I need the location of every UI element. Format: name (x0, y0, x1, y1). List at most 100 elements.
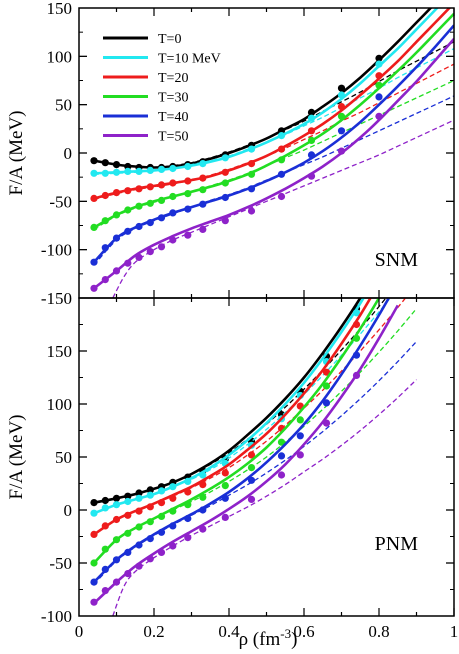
pnm-point-t-50 (157, 548, 166, 557)
pnm-point-t-50 (169, 542, 177, 550)
pnm-point-t-40 (169, 522, 177, 530)
pnm-point-t-50 (184, 534, 192, 542)
pnm-point-t-0 (112, 494, 121, 502)
xtick-label: 0.4 (218, 622, 240, 641)
snm-point-t-50 (101, 276, 109, 284)
snm-point-t-30 (101, 217, 109, 225)
snm-point-t-40 (112, 234, 121, 242)
pnm-point-t-10-mev (184, 477, 192, 485)
snm-point-t-20 (112, 189, 121, 197)
snm-point-t-30 (247, 170, 256, 178)
xtick-label: 0 (75, 622, 84, 641)
snm-ytick-label: -150 (41, 289, 72, 308)
snm-point-t-10-mev (221, 154, 229, 162)
pnm-ytick-label: -50 (49, 554, 72, 573)
snm-point-t-50 (247, 207, 256, 215)
pnm-point-t-30 (184, 501, 192, 509)
pnm-point-t-40 (199, 506, 207, 514)
pnm-point-t-40 (90, 578, 98, 586)
snm-series-layer (90, 8, 454, 298)
pnm-point-t-10-mev (90, 509, 98, 517)
snm-point-t-40 (375, 93, 383, 101)
snm-point-t-40 (221, 193, 229, 202)
snm-point-t-20 (247, 160, 256, 168)
snm-point-t-40 (101, 244, 109, 252)
legend-label-t-10-mev: T=10 MeV (158, 52, 221, 67)
legend-label-t-40: T=40 (158, 110, 188, 125)
snm-point-t-20 (307, 127, 316, 135)
snm-point-t-20 (124, 187, 132, 195)
snm-ytick-label: 50 (55, 96, 72, 115)
xtick-label: 0.6 (293, 622, 314, 641)
snm-point-t-30 (157, 196, 166, 204)
snm-point-t-40 (146, 219, 154, 227)
pnm-point-t-10-mev (112, 501, 121, 509)
pnm-point-t-20 (184, 488, 192, 496)
pnm-point-t-40 (146, 535, 154, 543)
snm-dashed-line-t-40 (93, 95, 454, 266)
pnm-point-t-40 (135, 541, 143, 549)
snm-point-t-50 (90, 284, 98, 292)
pnm-point-t-30 (296, 416, 304, 424)
pnm-solid-line-t-0 (93, 298, 362, 504)
snm-ticks: -150 -100 -50 0 50 100 150 (41, 0, 455, 308)
pnm-point-t-10-mev (101, 504, 109, 512)
pnm-point-t-30 (199, 493, 207, 501)
snm-point-t-10-mev (112, 168, 121, 176)
snm-point-t-10-mev (337, 91, 346, 99)
snm-point-t-50 (157, 243, 166, 251)
snm-point-t-40 (277, 170, 286, 178)
snm-dashed-line-t-30 (93, 79, 454, 230)
snm-point-t-40 (124, 227, 132, 235)
snm-point-t-30 (199, 186, 207, 194)
pnm-point-t-30 (221, 482, 229, 490)
snm-point-t-50 (169, 236, 177, 244)
pnm-point-t-20 (322, 368, 331, 376)
pnm-point-t-50 (101, 587, 109, 595)
pnm-series-layer (90, 298, 417, 616)
pnm-point-t-40 (184, 514, 192, 523)
pnm-point-t-20 (221, 469, 229, 477)
pnm-point-t-10-mev (352, 309, 361, 317)
pnm-ytick-label: 0 (64, 501, 73, 520)
pnm-point-t-0 (146, 486, 154, 494)
snm-point-t-10-mev (184, 162, 192, 171)
pnm-point-t-50 (135, 562, 143, 570)
snm-point-t-20 (221, 168, 229, 176)
pnm-point-t-30 (112, 536, 121, 544)
pnm-point-t-0 (135, 489, 143, 497)
legend-label-t-50: T=50 (158, 130, 188, 145)
pnm-point-t-30 (169, 507, 177, 515)
snm-ytick-label: 150 (47, 0, 73, 18)
snm-point-t-50 (221, 217, 229, 225)
pnm-dashed-line-t-40 (93, 341, 417, 585)
pnm-point-t-10-mev (157, 487, 166, 495)
x-axis-label-sup: -3 (280, 626, 291, 641)
pnm-point-t-50 (322, 419, 331, 427)
pnm-point-t-50 (90, 598, 98, 606)
snm-point-t-20 (184, 177, 192, 185)
pnm-ytick-label: 150 (47, 342, 73, 361)
snm-ytick-label: -100 (41, 241, 72, 260)
pnm-ytick-label: -100 (41, 607, 72, 626)
snm-point-t-40 (307, 151, 316, 159)
snm-point-t-10-mev (124, 167, 132, 175)
pnm-point-t-50 (199, 525, 207, 533)
snm-point-t-10-mev (307, 114, 316, 122)
snm-point-t-10-mev (90, 169, 98, 177)
snm-point-t-10-mev (375, 60, 383, 68)
snm-point-t-40 (135, 222, 143, 231)
pnm-point-t-50 (277, 471, 286, 479)
snm-point-t-40 (90, 258, 98, 266)
pnm-point-t-10-mev (124, 497, 132, 506)
snm-point-t-20 (337, 103, 346, 111)
pnm-point-t-20 (146, 503, 154, 511)
pnm-point-t-20 (112, 515, 121, 524)
pnm-point-t-0 (124, 492, 132, 500)
pnm-point-t-10-mev (135, 494, 143, 502)
pnm-solid-line-t-50 (93, 304, 399, 605)
snm-point-t-50 (146, 248, 154, 256)
pnm-point-t-30 (124, 529, 132, 537)
legend-label-t-20: T=20 (158, 71, 188, 86)
snm-solid-line-t-40 (93, 24, 454, 264)
